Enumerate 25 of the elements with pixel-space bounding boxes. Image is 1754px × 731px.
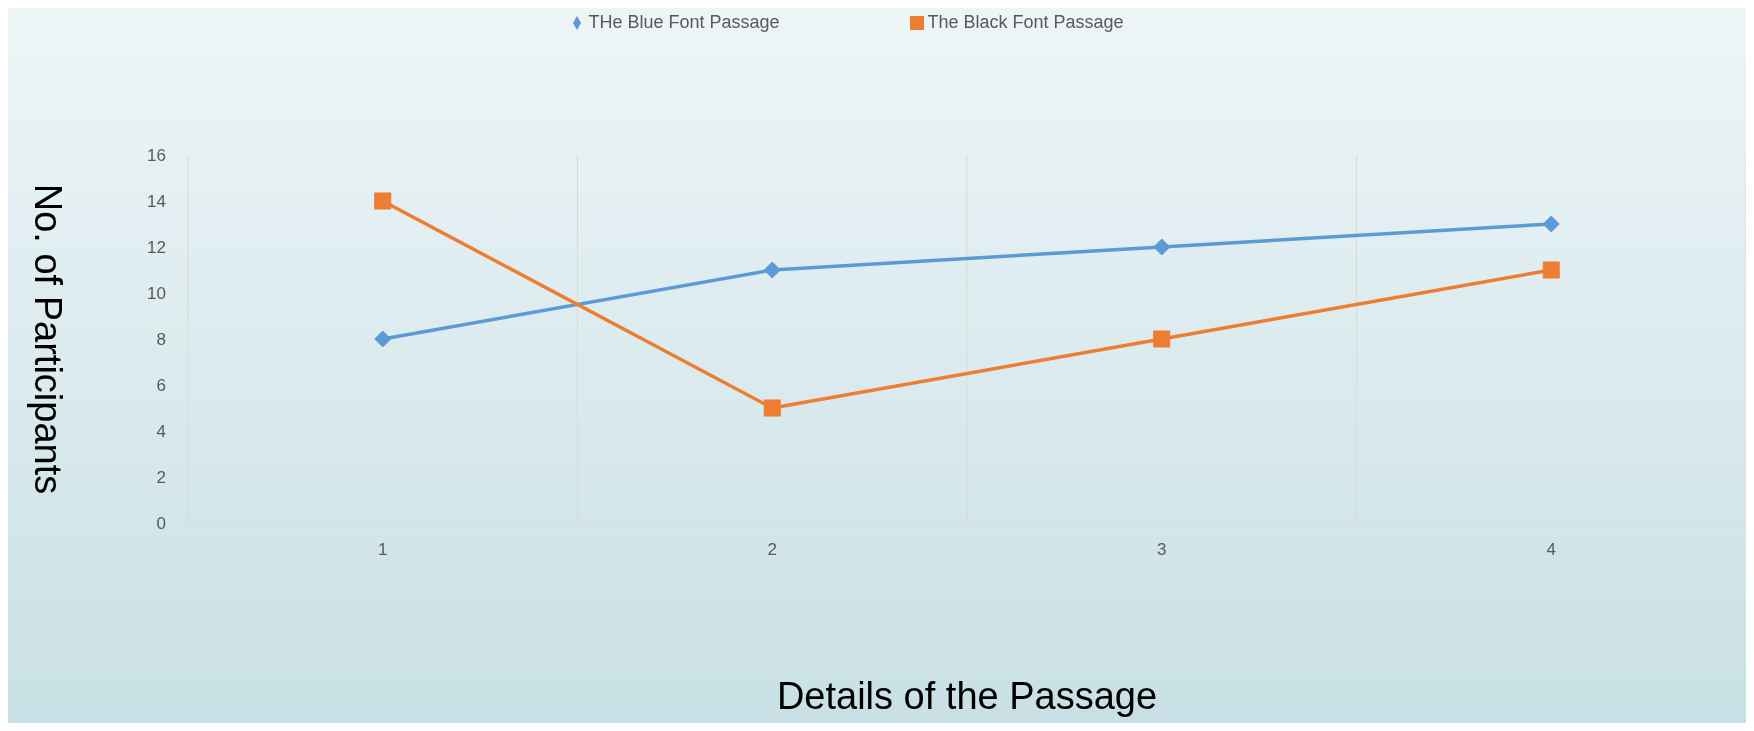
x-axis-title: Details of the Passage: [776, 675, 1158, 717]
y-tick-label: 10: [147, 284, 166, 304]
point: [374, 330, 392, 348]
y-tick-label: 4: [156, 422, 166, 442]
legend-label: The Black Font Passage: [927, 12, 1124, 32]
x-tick-label: 1: [378, 540, 388, 560]
y-tick-label: 0: [156, 514, 166, 534]
point: [374, 192, 392, 210]
y-tick-label: 14: [147, 192, 166, 212]
y-axis-title: No. of Participants: [26, 183, 69, 495]
x-tick-label: 3: [1157, 540, 1167, 560]
y-tick-label: 6: [156, 376, 166, 396]
point: [1542, 261, 1560, 279]
legend-label: THe Blue Font Passage: [588, 12, 780, 32]
point: [763, 399, 781, 417]
y-tick-label: 2: [156, 468, 166, 488]
point: [1542, 215, 1560, 233]
x-tick-label: 4: [1546, 540, 1556, 560]
point: [763, 261, 781, 279]
point: [1153, 330, 1171, 348]
y-tick-label: 16: [147, 146, 166, 166]
point: [1153, 238, 1171, 256]
x-tick-label: 2: [767, 540, 777, 560]
y-tick-label: 8: [156, 330, 166, 350]
y-tick-label: 12: [147, 238, 166, 258]
